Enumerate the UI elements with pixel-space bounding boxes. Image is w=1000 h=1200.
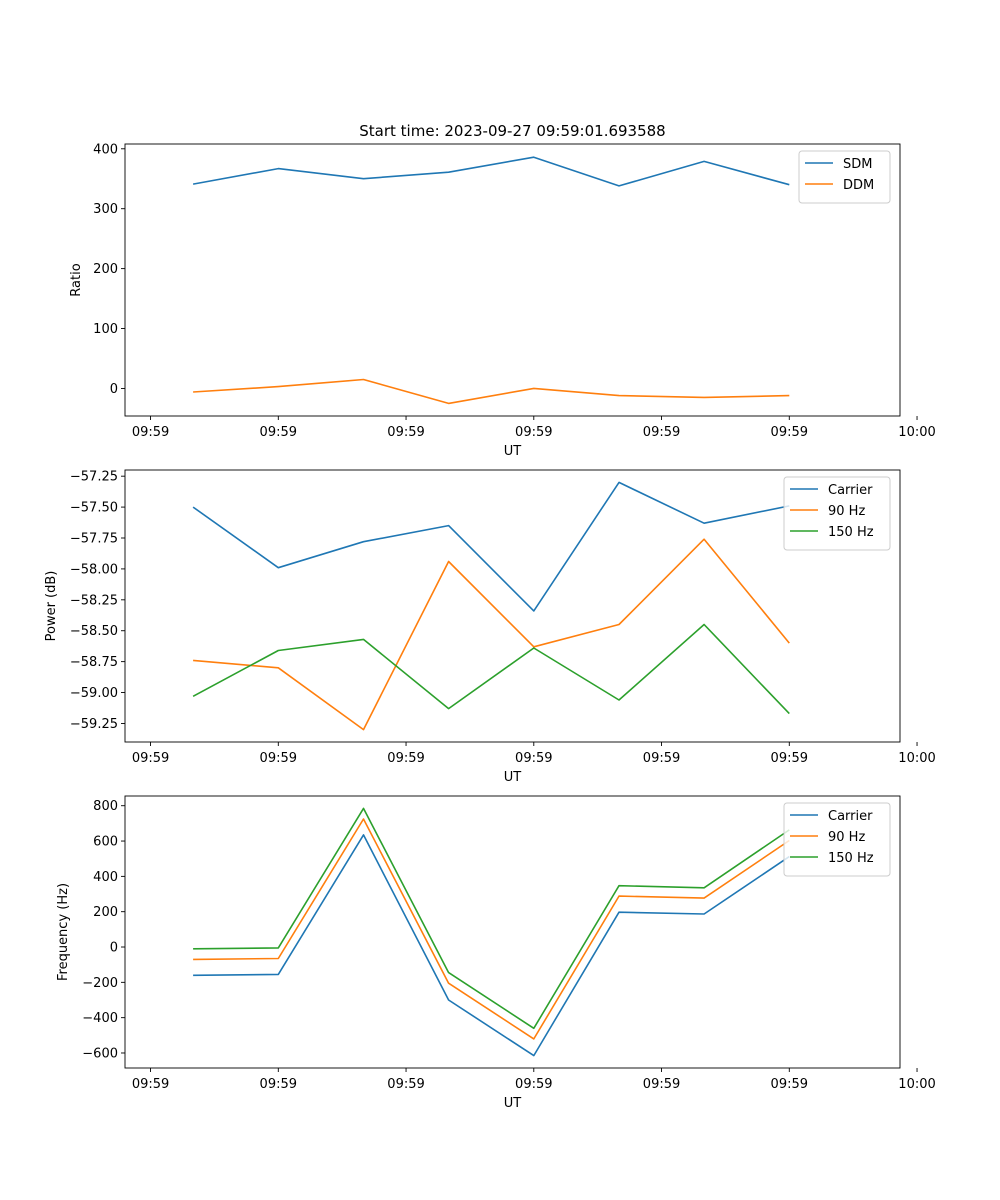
x-tick-label: 09:59 [515,1077,552,1092]
x-tick-label: 09:59 [771,425,808,440]
y-tick-label: −57.50 [70,501,118,516]
series-line-150-hz [193,807,790,1030]
legend: SDM DDM [798,150,891,204]
legend-label: Carrier [828,809,873,824]
x-axis-label: UT [504,444,522,459]
legend-label: 90 Hz [828,830,865,845]
legend: Carrier 90 Hz 150 Hz [783,802,891,877]
y-tick-label: −58.75 [70,655,118,670]
x-tick-label: 09:59 [771,1077,808,1092]
y-tick-label: −58.50 [70,624,118,639]
y-tick-label: 0 [110,941,118,956]
y-tick-label: 100 [93,322,118,337]
y-tick-label: 800 [93,799,118,814]
x-tick-label: 09:59 [643,425,680,440]
y-tick-label: 400 [93,142,118,157]
x-tick-label: 09:59 [260,425,297,440]
series-line-150-hz [192,623,790,715]
legend-label: SDM [843,157,872,172]
series-line-carrier [193,834,790,1057]
series-line-90-hz [193,538,790,731]
chart-panel-1: Start time: 2023-09-27 09:59:01.693588 0 1… [69,122,936,459]
y-axis-label: Frequency (Hz) [56,883,71,981]
y-tick-label: −59.25 [70,717,118,732]
x-tick-label: 09:59 [132,1077,169,1092]
series-line-ddm [193,378,790,405]
legend-label: Carrier [828,483,873,498]
y-tick-label: 200 [93,262,118,277]
x-tick-label: 09:59 [387,1077,424,1092]
x-tick-label: 09:59 [515,425,552,440]
x-tick-label: 09:59 [387,425,424,440]
y-tick-label: 200 [93,905,118,920]
series-line-90-hz [193,818,790,1040]
legend-label: DDM [843,178,874,193]
chart-panel-3: 800 600 400 200 0 −200 −400 −600 09:59 09:59 09:59… [56,795,936,1111]
y-tick-label: −57.25 [70,470,118,485]
x-tick-label: 09:59 [643,1077,680,1092]
y-tick-label: 0 [110,382,118,397]
y-tick-label: −58.00 [70,562,118,577]
x-tick-label: 09:59 [132,751,169,766]
legend: Carrier 90 Hz 150 Hz [783,476,891,551]
y-axis-label: Power (dB) [44,571,59,642]
chart-panel-2: −57.25 −57.50 −57.75 −58.00 −58.25 −58.50 −58.… [44,469,936,785]
legend-label: 150 Hz [828,851,874,866]
y-tick-label: −200 [82,976,118,991]
y-tick-label: −600 [82,1046,118,1061]
y-tick-label: −58.25 [70,593,118,608]
legend-label: 90 Hz [828,504,865,519]
x-tick-label: 09:59 [387,751,424,766]
y-tick-label: −57.75 [70,532,118,547]
x-tick-label: 09:59 [260,751,297,766]
y-tick-label: −59.00 [70,686,118,701]
x-tick-label: 09:59 [515,751,552,766]
plot-frame [124,469,901,743]
y-tick-label: 400 [93,870,118,885]
legend-label: 150 Hz [828,525,874,540]
panels: Start time: 2023-09-27 09:59:01.693588 0 1… [44,122,936,1111]
x-tick-label: 09:59 [643,751,680,766]
series-line-sdm [192,156,790,187]
x-tick-label: 10:00 [898,1077,935,1092]
y-tick-label: −400 [82,1011,118,1026]
y-tick-label: 300 [93,202,118,217]
x-tick-label: 09:59 [260,1077,297,1092]
y-axis-label: Ratio [69,263,84,296]
legend-box [798,150,891,204]
series-line-carrier [192,481,790,612]
y-tick-label: 600 [93,835,118,850]
chart-title: Start time: 2023-09-27 09:59:01.693588 [359,122,665,140]
plot-frame [124,795,901,1069]
x-tick-label: 10:00 [898,751,935,766]
x-axis-label: UT [504,1096,522,1111]
x-tick-label: 09:59 [771,751,808,766]
plot-frame [124,143,901,417]
x-axis-label: UT [504,770,522,785]
x-tick-label: 10:00 [898,425,935,440]
x-tick-label: 09:59 [132,425,169,440]
